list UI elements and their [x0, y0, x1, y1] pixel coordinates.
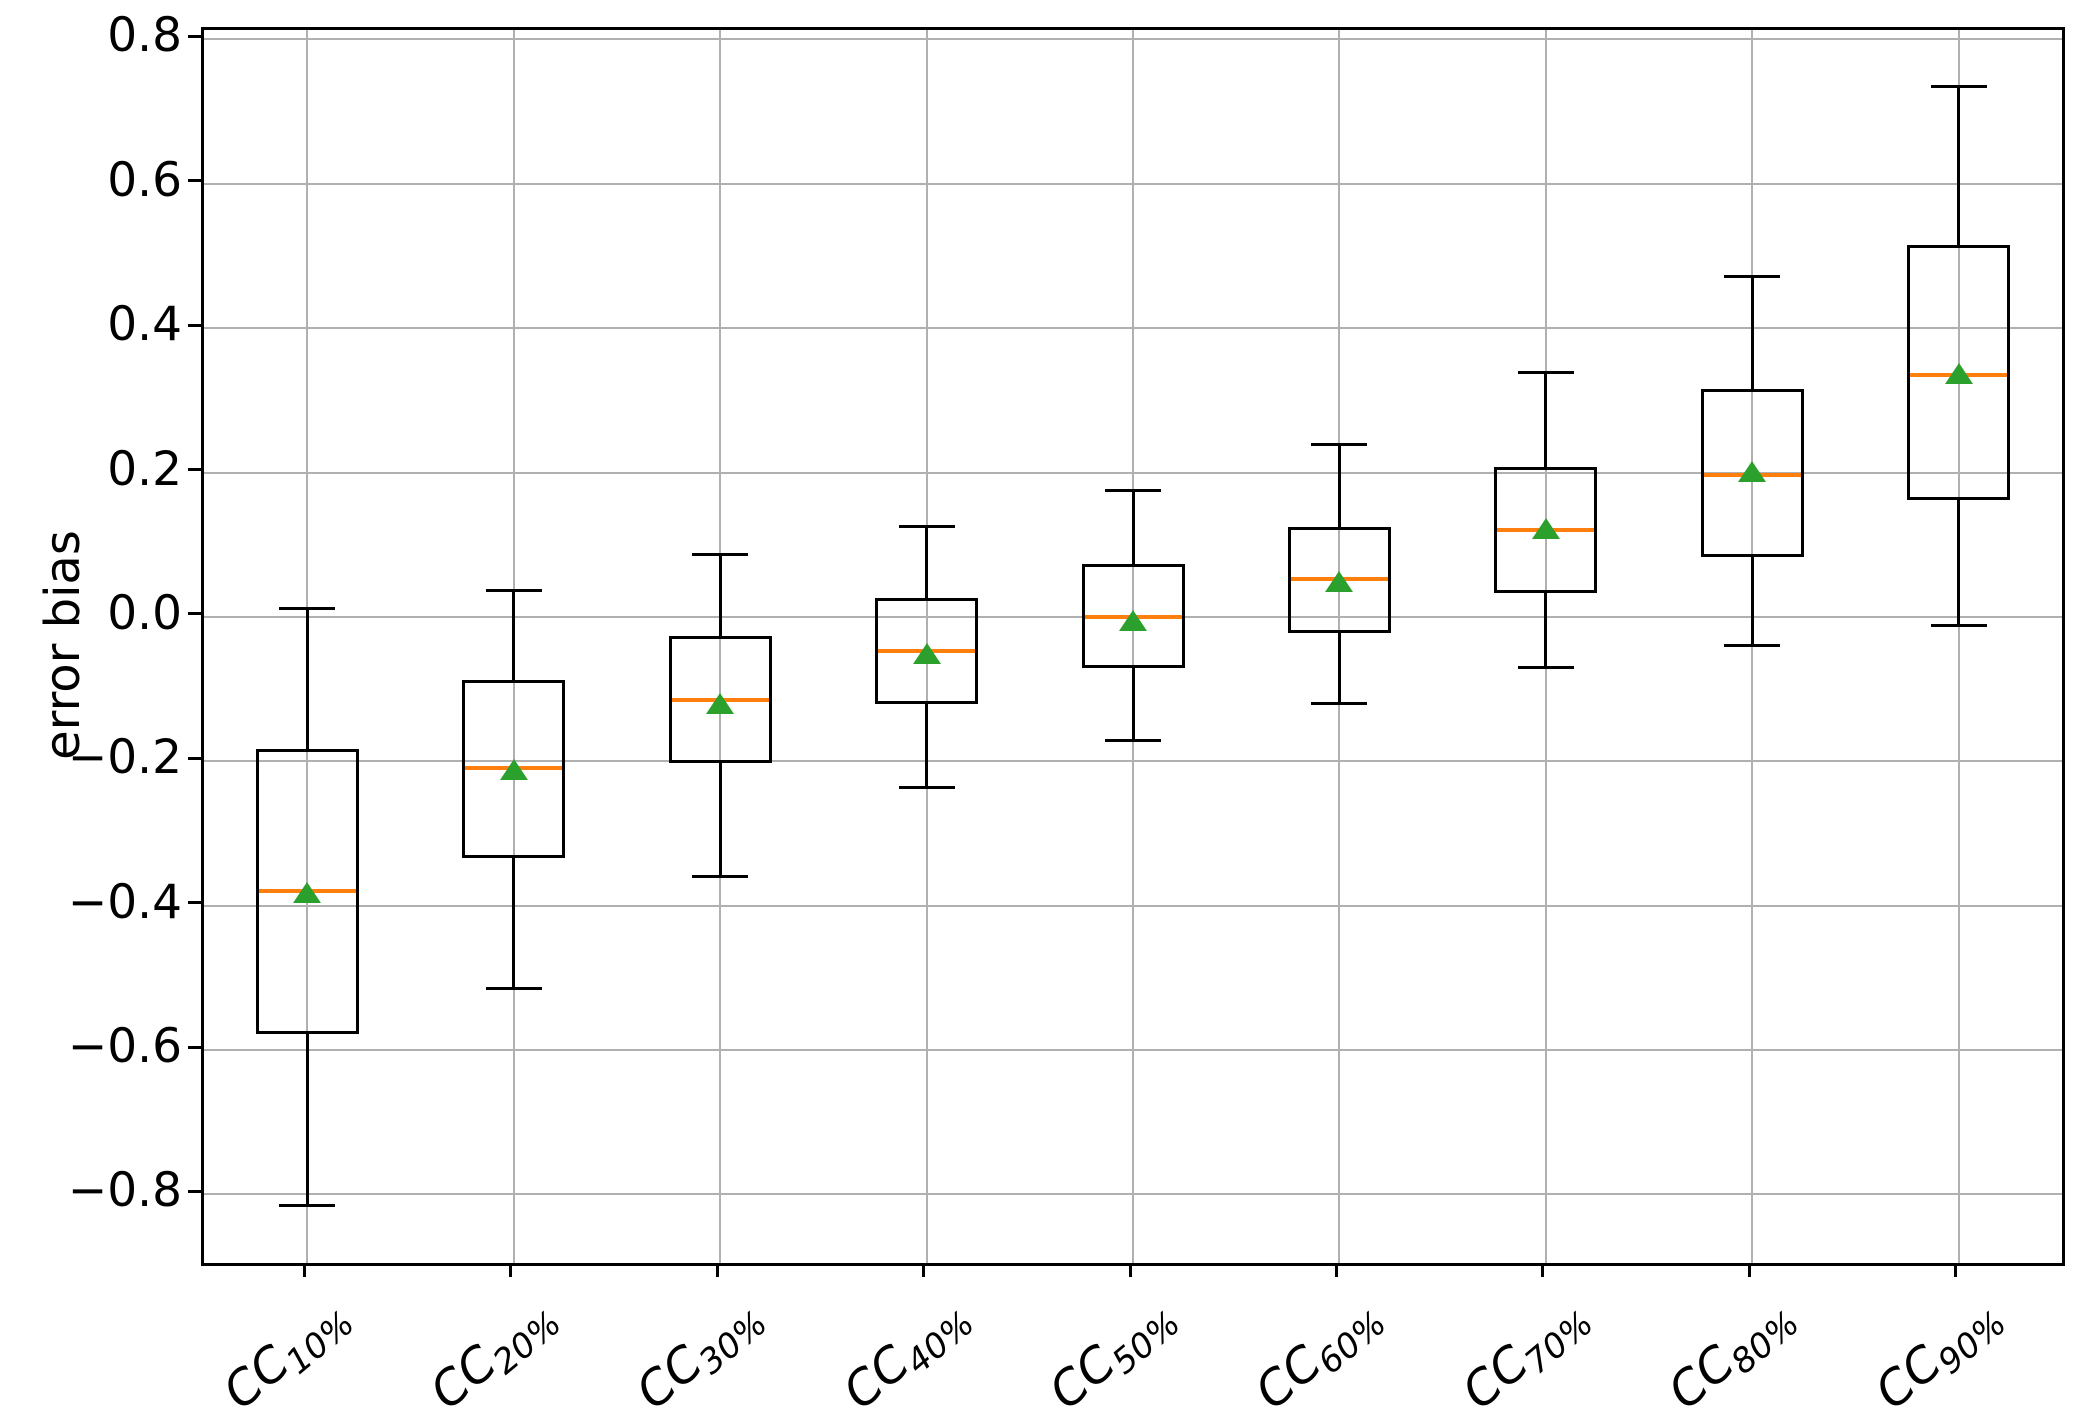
y-tick-mark [188, 179, 201, 183]
mean-triangle-marker [1119, 609, 1147, 631]
y-tick-mark [188, 901, 201, 905]
y-tick-mark [188, 34, 201, 38]
upper-whisker [1337, 444, 1341, 527]
y-tick-mark [188, 756, 201, 760]
iqr-box [875, 598, 979, 705]
v-gridline [1957, 30, 1960, 1263]
mean-triangle-marker [912, 642, 941, 664]
upper-whisker [1544, 372, 1548, 467]
upper-whisker [925, 526, 929, 599]
mean-triangle-marker [1738, 460, 1767, 482]
lower-whisker [1131, 668, 1135, 741]
lower-whisker [1957, 499, 1961, 626]
mean-triangle-marker [1531, 517, 1560, 539]
upper-whisker [1957, 86, 1961, 246]
y-tick-label: 0.8 [107, 8, 182, 64]
lower-whisker-cap [485, 987, 542, 991]
lower-whisker [512, 858, 516, 989]
lower-whisker-cap [1517, 665, 1574, 669]
y-tick-label: 0.6 [107, 152, 182, 208]
y-tick-mark [188, 1189, 201, 1193]
upper-whisker [1750, 276, 1754, 389]
y-tick-label: 0.2 [107, 441, 182, 497]
lower-whisker-cap [1930, 624, 1987, 628]
mean-triangle-marker [1325, 571, 1354, 593]
upper-whisker [305, 608, 309, 749]
y-tick-label: −0.8 [67, 1163, 182, 1219]
iqr-box [1907, 245, 2011, 500]
lower-whisker-cap [1724, 644, 1781, 648]
lower-whisker [718, 763, 722, 877]
v-gridline [719, 30, 722, 1263]
upper-whisker-cap [898, 525, 955, 529]
lower-whisker-cap [898, 785, 955, 789]
mean-triangle-marker [499, 758, 528, 780]
upper-whisker-cap [1105, 489, 1161, 493]
upper-whisker-cap [279, 607, 336, 611]
upper-whisker-cap [1311, 442, 1368, 446]
y-tick-label: −0.4 [67, 874, 182, 930]
upper-whisker [718, 554, 722, 637]
lower-whisker-cap [1105, 738, 1161, 742]
lower-whisker [1544, 593, 1548, 668]
y-tick-label: −0.6 [67, 1019, 182, 1075]
x-tick-mark [509, 1263, 513, 1277]
iqr-box [1700, 388, 1804, 557]
y-tick-mark [188, 1045, 201, 1049]
lower-whisker-cap [1311, 702, 1368, 706]
y-tick-label: 0.4 [107, 297, 182, 353]
upper-whisker [512, 590, 516, 681]
x-tick-mark [302, 1263, 306, 1277]
x-tick-mark [1128, 1263, 1132, 1277]
x-tick-mark [922, 1263, 926, 1277]
iqr-box [1287, 526, 1391, 633]
mean-triangle-marker [706, 692, 735, 714]
lower-whisker [305, 1034, 309, 1206]
iqr-box [1494, 466, 1598, 594]
x-tick-mark [715, 1263, 719, 1277]
iqr-box [1081, 564, 1185, 669]
iqr-box [668, 636, 772, 764]
x-tick-mark [1541, 1263, 1545, 1277]
upper-whisker-cap [1930, 84, 1987, 88]
upper-whisker-cap [1724, 274, 1781, 278]
lower-whisker [1337, 632, 1341, 704]
x-tick-label: CC10% [0, 1286, 362, 1424]
x-tick-mark [1954, 1263, 1958, 1277]
y-tick-mark [188, 612, 201, 616]
y-tick-label: 0.0 [107, 585, 182, 641]
iqr-box [255, 749, 359, 1035]
mean-triangle-marker [1944, 362, 1973, 384]
iqr-box [462, 680, 566, 858]
y-tick-label: −0.2 [67, 730, 182, 786]
upper-whisker-cap [692, 553, 749, 557]
mean-triangle-marker [293, 882, 322, 904]
y-tick-mark [188, 468, 201, 472]
upper-whisker-cap [1517, 370, 1574, 374]
plot-area [201, 27, 2065, 1266]
upper-whisker-cap [485, 588, 542, 592]
lower-whisker-cap [279, 1203, 336, 1207]
x-tick-mark [1334, 1263, 1338, 1277]
upper-whisker [1131, 490, 1135, 565]
lower-whisker-cap [692, 875, 749, 879]
lower-whisker [925, 704, 929, 788]
x-tick-mark [1747, 1263, 1751, 1277]
v-gridline [1132, 30, 1134, 1263]
y-tick-mark [188, 323, 201, 327]
lower-whisker [1750, 556, 1754, 646]
